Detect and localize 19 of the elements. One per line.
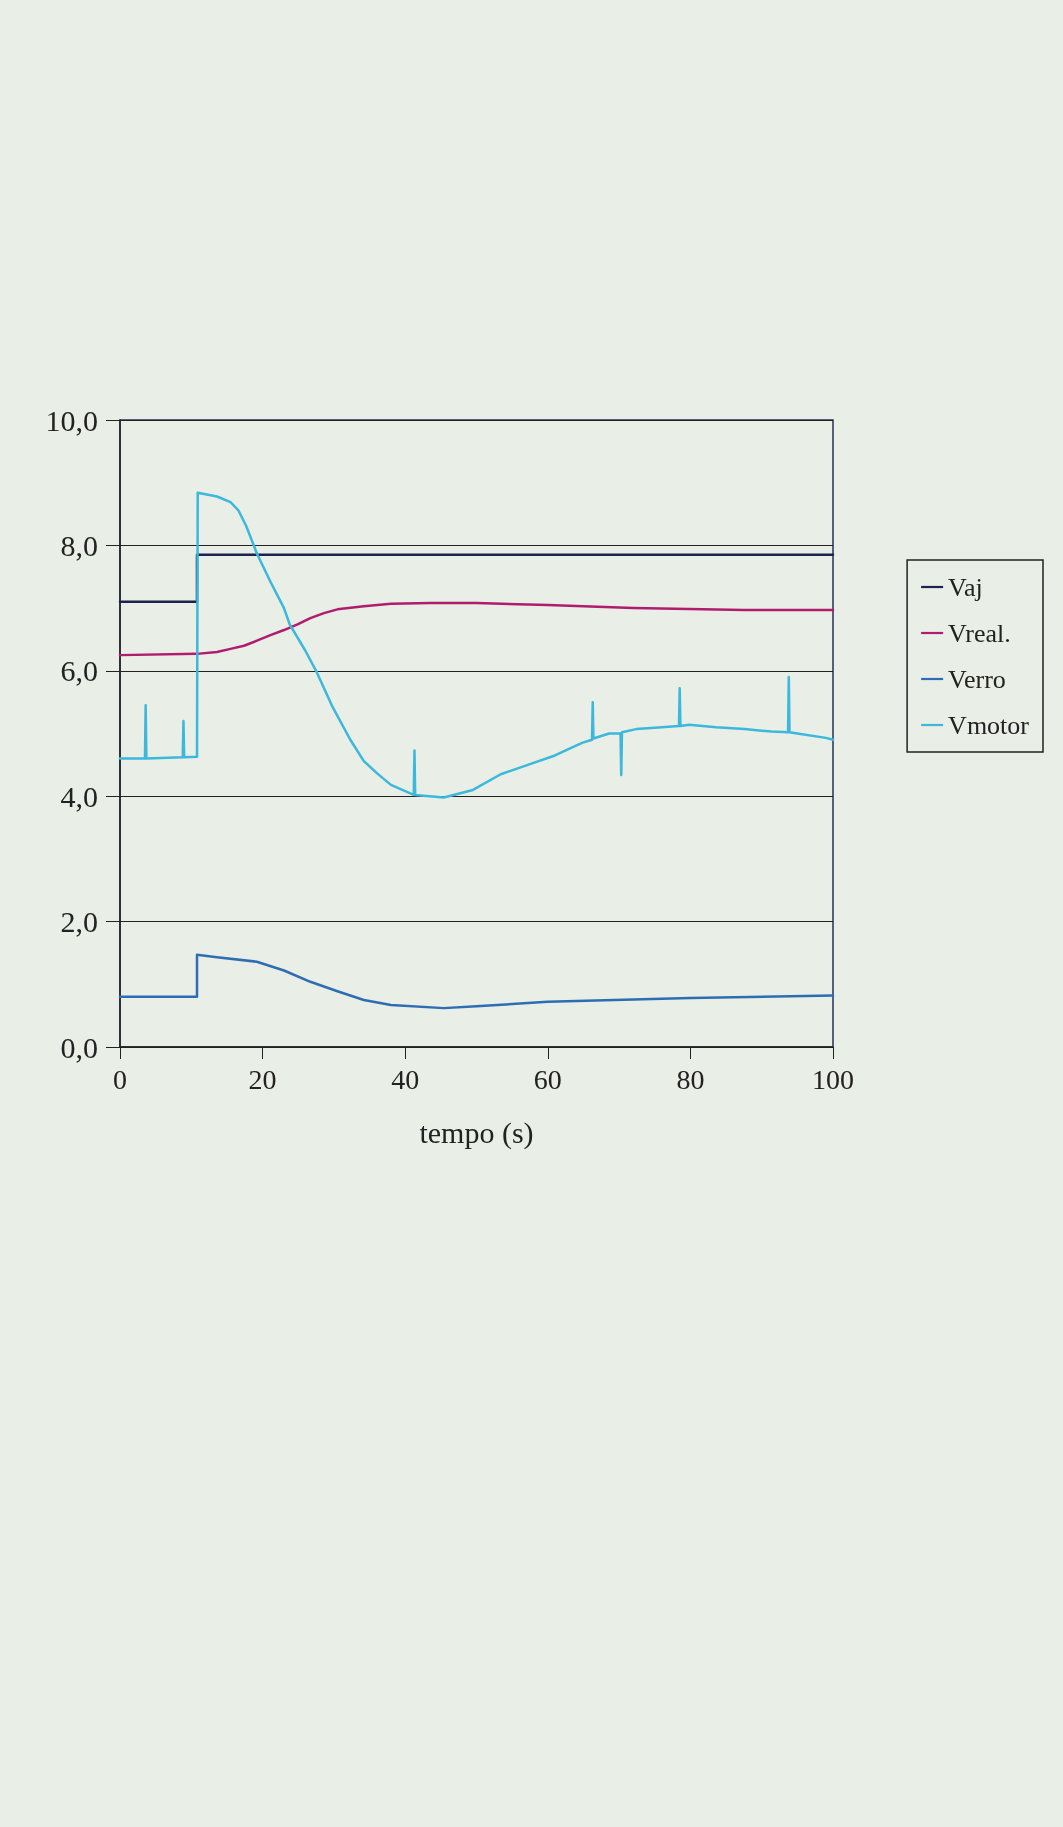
legend-label: Vaj (948, 572, 983, 602)
y-tick-label: 10,0 (45, 403, 98, 437)
y-tick-label: 0,0 (60, 1030, 98, 1064)
legend-label: Vreal. (948, 618, 1011, 648)
x-axis-title: tempo (s) (419, 1115, 534, 1150)
x-tick-label: 100 (812, 1063, 854, 1095)
legend-label: Vmotor (948, 710, 1030, 740)
x-tick-label: 60 (533, 1063, 562, 1095)
y-tick-label: 6,0 (60, 654, 98, 688)
x-tick-label: 20 (248, 1063, 277, 1095)
x-tick-label: 40 (391, 1063, 420, 1095)
x-tick-label: 0 (113, 1063, 127, 1095)
line-series (118, 953, 835, 1010)
line-series (118, 601, 835, 657)
y-tick-label: 8,0 (60, 528, 98, 562)
x-tick-label: 80 (676, 1063, 705, 1095)
legend-label: Verro (948, 664, 1006, 694)
y-tick-label: 4,0 (60, 779, 98, 813)
y-tick-label: 2,0 (60, 905, 98, 939)
